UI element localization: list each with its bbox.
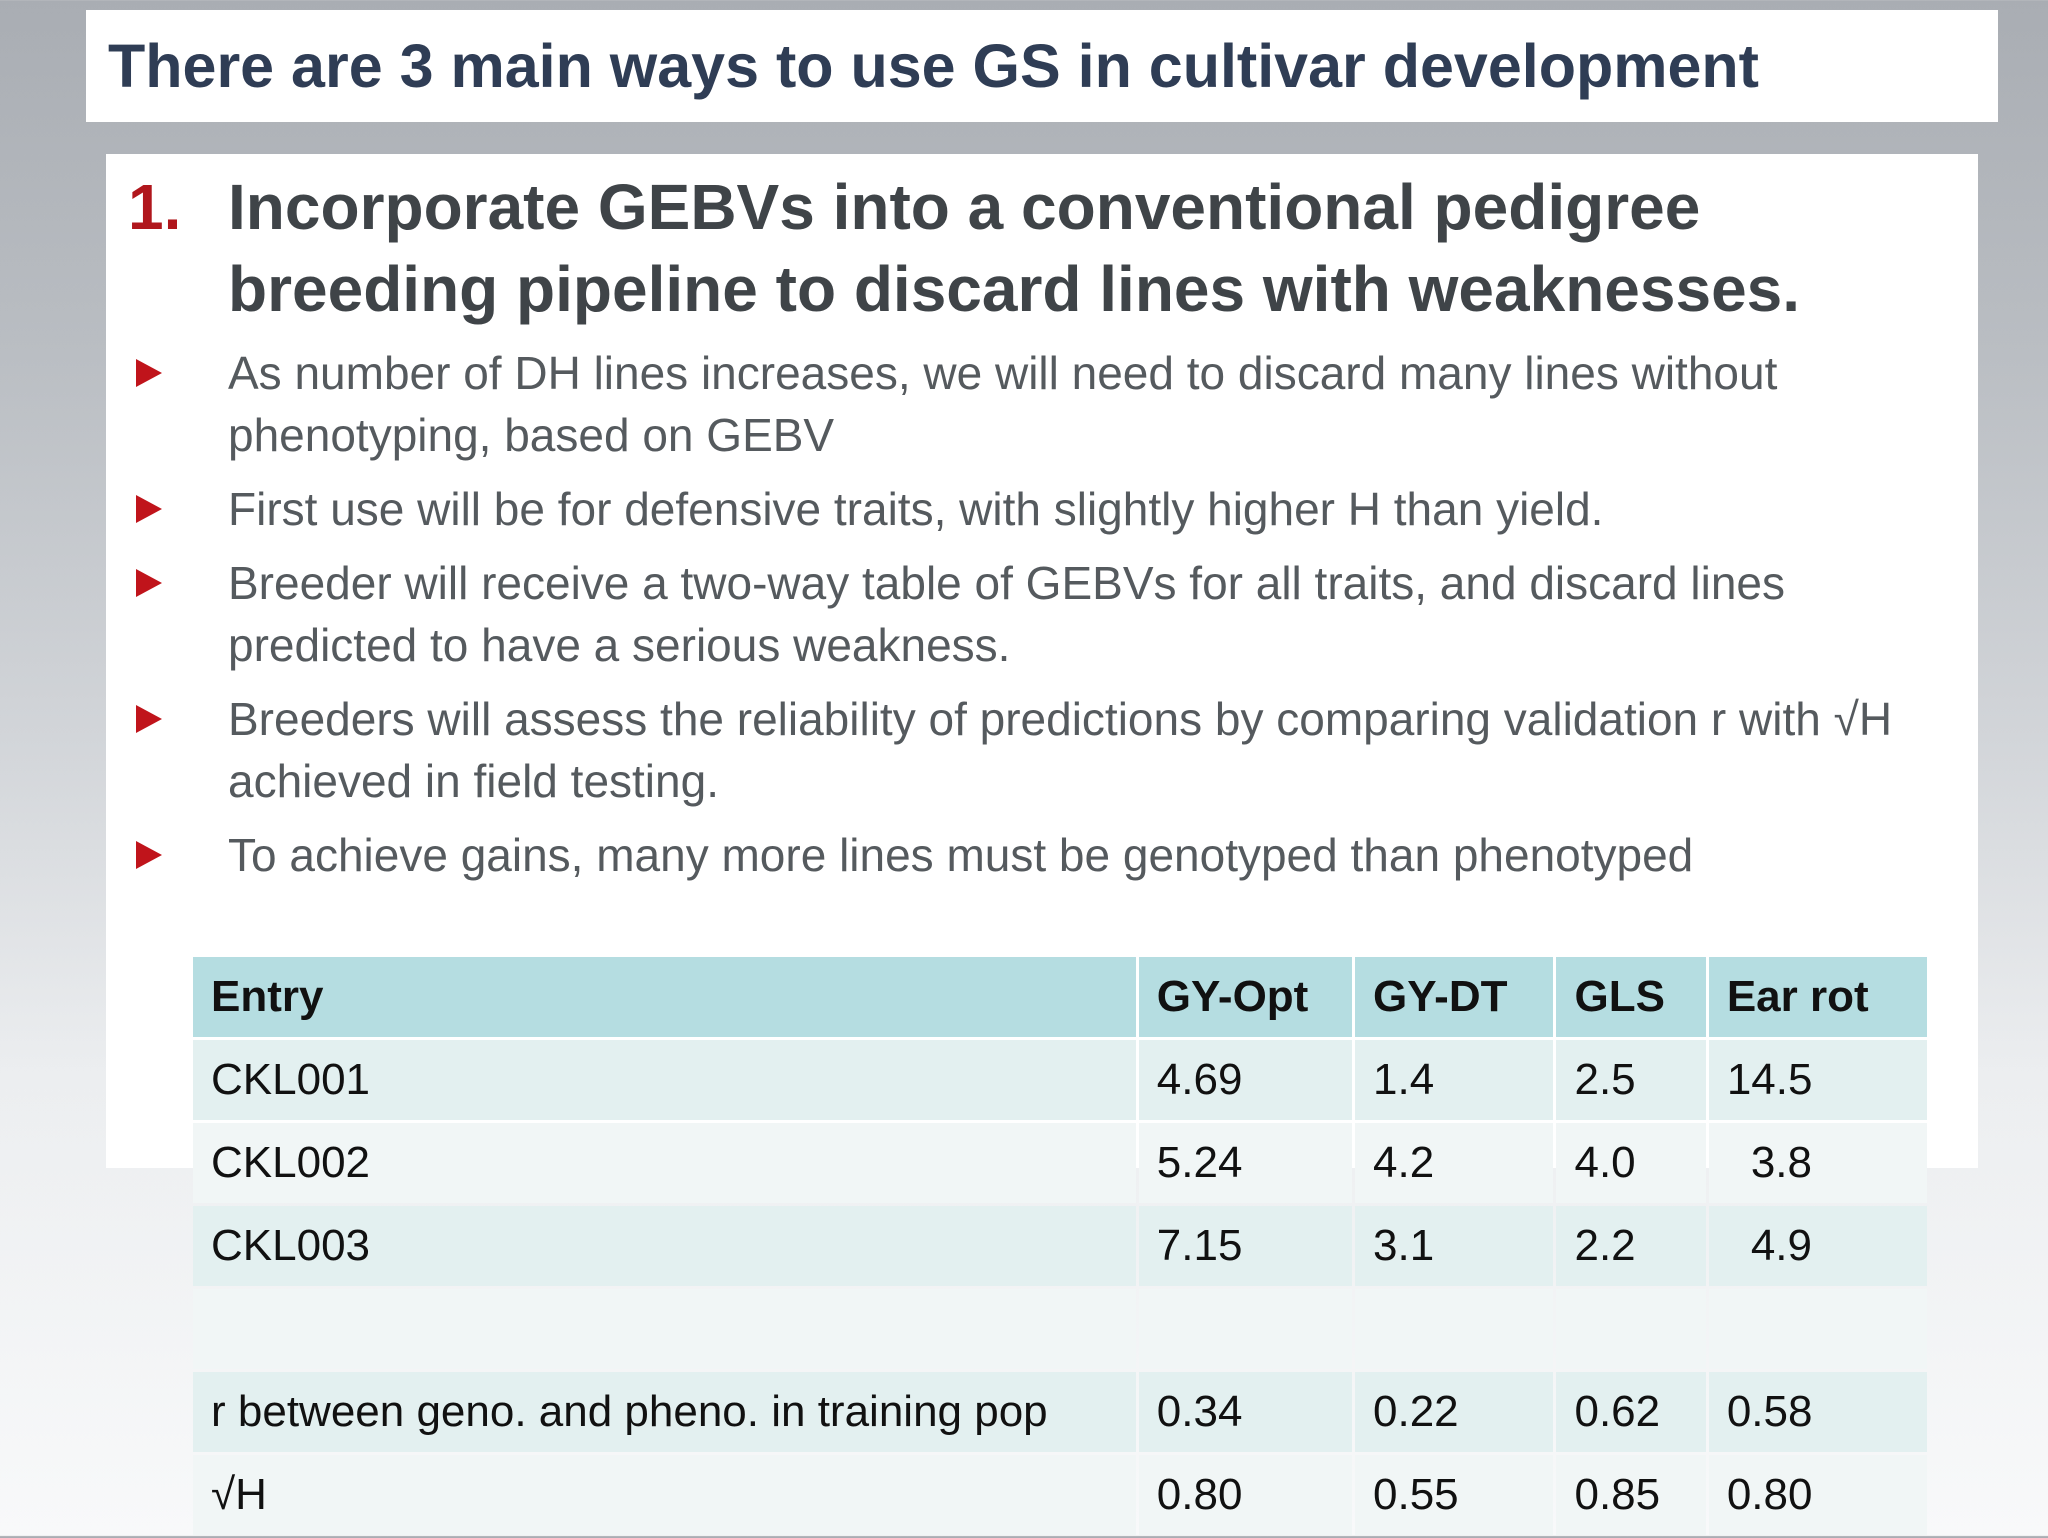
column-header-entry: Entry — [193, 957, 1136, 1037]
table-row: CKL002 5.24 4.2 4.0 3.8 — [193, 1123, 1927, 1203]
table-cell: 5.24 — [1138, 1123, 1353, 1203]
table-cell — [1138, 1289, 1353, 1369]
table-cell: 2.2 — [1556, 1206, 1706, 1286]
table-cell — [1556, 1289, 1706, 1369]
table-row: r between geno. and pheno. in training p… — [193, 1372, 1927, 1452]
table-cell — [1355, 1289, 1554, 1369]
red-triangle-arrow-icon — [136, 359, 162, 387]
bullet-text: First use will be for defensive traits, … — [228, 483, 1604, 535]
red-triangle-arrow-icon — [136, 495, 162, 523]
column-header-gls: GLS — [1556, 957, 1706, 1037]
table-cell: 0.34 — [1138, 1372, 1353, 1452]
gebv-table: Entry GY-Opt GY-DT GLS Ear rot CKL001 4.… — [190, 954, 1930, 1538]
table-cell: 7.15 — [1138, 1206, 1353, 1286]
table-cell: 4.2 — [1355, 1123, 1554, 1203]
table-cell: 0.85 — [1556, 1455, 1706, 1535]
title-bar: There are 3 main ways to use GS in culti… — [86, 10, 1998, 122]
table-cell: 4.0 — [1556, 1123, 1706, 1203]
bullet-item: As number of DH lines increases, we will… — [128, 342, 1978, 466]
table-cell: 0.80 — [1708, 1455, 1927, 1535]
table-cell: 4.69 — [1138, 1040, 1353, 1120]
table-cell: 1.4 — [1355, 1040, 1554, 1120]
column-header-ear-rot: Ear rot — [1708, 957, 1927, 1037]
table-cell: 0.62 — [1556, 1372, 1706, 1452]
heading-text: Incorporate GEBVs into a conventional pe… — [228, 171, 1801, 325]
table-cell: CKL003 — [193, 1206, 1136, 1286]
slide-title: There are 3 main ways to use GS in culti… — [108, 32, 1759, 100]
table-header-row: Entry GY-Opt GY-DT GLS Ear rot — [193, 957, 1927, 1037]
table-cell — [1708, 1289, 1927, 1369]
table-cell: CKL002 — [193, 1123, 1136, 1203]
table-row — [193, 1289, 1927, 1369]
table-cell: 0.80 — [1138, 1455, 1353, 1535]
table-cell — [193, 1289, 1136, 1369]
table-row: CKL003 7.15 3.1 2.2 4.9 — [193, 1206, 1927, 1286]
bullet-item: To achieve gains, many more lines must b… — [128, 824, 1978, 886]
table-cell: √H — [193, 1455, 1136, 1535]
heading-number: 1. — [128, 171, 182, 243]
column-header-gy-opt: GY-Opt — [1138, 957, 1353, 1037]
bullet-item: Breeders will assess the reliability of … — [128, 688, 1978, 812]
table-cell: 3.1 — [1355, 1206, 1554, 1286]
table-row: √H 0.80 0.55 0.85 0.80 — [193, 1455, 1927, 1535]
table-cell: r between geno. and pheno. in training p… — [193, 1372, 1136, 1452]
bullet-text: As number of DH lines increases, we will… — [228, 347, 1778, 461]
table-cell: 2.5 — [1556, 1040, 1706, 1120]
bullet-text: Breeder will receive a two-way table of … — [228, 557, 1785, 671]
bullet-list: As number of DH lines increases, we will… — [128, 342, 1978, 898]
table-cell: 0.58 — [1708, 1372, 1927, 1452]
table-cell: 0.22 — [1355, 1372, 1554, 1452]
bullet-text: Breeders will assess the reliability of … — [228, 693, 1893, 807]
table-cell: CKL001 — [193, 1040, 1136, 1120]
table-cell: 3.8 — [1708, 1123, 1927, 1203]
red-triangle-arrow-icon — [136, 705, 162, 733]
table-cell: 0.55 — [1355, 1455, 1554, 1535]
bullet-text: To achieve gains, many more lines must b… — [228, 829, 1694, 881]
table-cell: 4.9 — [1708, 1206, 1927, 1286]
table-cell: 14.5 — [1708, 1040, 1927, 1120]
bullet-item: Breeder will receive a two-way table of … — [128, 552, 1978, 676]
bullet-item: First use will be for defensive traits, … — [128, 478, 1978, 540]
column-header-gy-dt: GY-DT — [1355, 957, 1554, 1037]
red-triangle-arrow-icon — [136, 569, 162, 597]
red-triangle-arrow-icon — [136, 841, 162, 869]
table-row: CKL001 4.69 1.4 2.5 14.5 — [193, 1040, 1927, 1120]
